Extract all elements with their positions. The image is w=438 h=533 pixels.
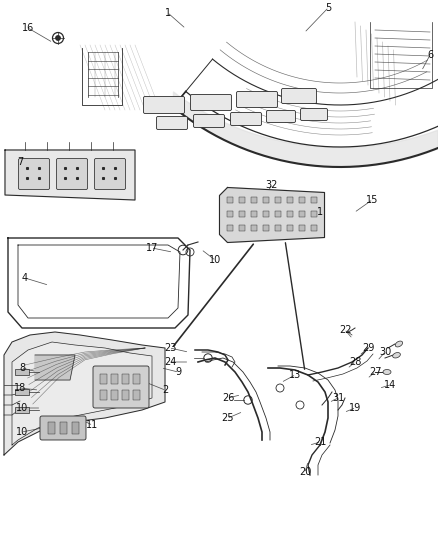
Circle shape xyxy=(56,36,60,40)
Bar xyxy=(227,197,233,203)
FancyBboxPatch shape xyxy=(230,112,261,125)
Text: 5: 5 xyxy=(325,3,331,13)
Bar xyxy=(239,211,245,217)
Bar xyxy=(111,390,118,400)
Text: 22: 22 xyxy=(339,325,351,335)
FancyBboxPatch shape xyxy=(144,96,184,114)
Bar xyxy=(239,197,245,203)
Bar xyxy=(111,374,118,384)
Polygon shape xyxy=(219,188,325,243)
Bar xyxy=(72,422,79,434)
Bar xyxy=(15,407,29,413)
Text: 24: 24 xyxy=(164,357,176,367)
Polygon shape xyxy=(4,332,165,455)
Polygon shape xyxy=(5,150,135,200)
Polygon shape xyxy=(35,355,75,380)
Polygon shape xyxy=(12,342,152,445)
Bar xyxy=(227,211,233,217)
Bar xyxy=(60,422,67,434)
Bar xyxy=(311,211,317,217)
Bar xyxy=(263,211,269,217)
Bar xyxy=(287,225,293,231)
FancyBboxPatch shape xyxy=(191,94,232,110)
Text: 10: 10 xyxy=(16,427,28,437)
Bar xyxy=(287,211,293,217)
Bar xyxy=(15,369,29,375)
Bar xyxy=(122,374,129,384)
FancyBboxPatch shape xyxy=(194,115,225,127)
Bar xyxy=(299,197,305,203)
Ellipse shape xyxy=(383,369,391,375)
Text: 9: 9 xyxy=(175,367,181,377)
Text: 25: 25 xyxy=(222,413,234,423)
Text: 20: 20 xyxy=(299,467,311,477)
Text: 26: 26 xyxy=(222,393,234,403)
Bar xyxy=(275,197,281,203)
FancyBboxPatch shape xyxy=(300,109,328,120)
Bar xyxy=(299,225,305,231)
Bar xyxy=(133,390,140,400)
Text: 1: 1 xyxy=(317,207,323,217)
Text: 2: 2 xyxy=(162,385,168,395)
Text: 1: 1 xyxy=(165,8,171,18)
Text: 31: 31 xyxy=(332,393,344,403)
FancyBboxPatch shape xyxy=(156,117,187,130)
Text: 27: 27 xyxy=(369,367,381,377)
Text: 28: 28 xyxy=(349,357,361,367)
Text: 23: 23 xyxy=(164,343,176,353)
Bar xyxy=(275,225,281,231)
Text: 4: 4 xyxy=(22,273,28,283)
Text: 10: 10 xyxy=(16,403,28,413)
Bar xyxy=(251,211,257,217)
Text: 29: 29 xyxy=(362,343,374,353)
Text: 8: 8 xyxy=(19,363,25,373)
Bar xyxy=(263,225,269,231)
Bar xyxy=(263,197,269,203)
FancyBboxPatch shape xyxy=(57,158,88,190)
Bar xyxy=(122,390,129,400)
FancyBboxPatch shape xyxy=(266,110,296,123)
FancyBboxPatch shape xyxy=(18,158,49,190)
Bar xyxy=(311,197,317,203)
Text: 19: 19 xyxy=(349,403,361,413)
Bar xyxy=(251,197,257,203)
Text: 6: 6 xyxy=(427,50,433,60)
Bar xyxy=(239,225,245,231)
Text: 13: 13 xyxy=(289,370,301,380)
Bar xyxy=(48,422,55,434)
Text: 14: 14 xyxy=(384,380,396,390)
Text: 32: 32 xyxy=(266,180,278,190)
FancyBboxPatch shape xyxy=(237,92,278,108)
Bar xyxy=(287,197,293,203)
Bar xyxy=(227,225,233,231)
FancyBboxPatch shape xyxy=(95,158,126,190)
Bar xyxy=(299,211,305,217)
Bar xyxy=(15,389,29,395)
Bar xyxy=(100,390,107,400)
Text: 11: 11 xyxy=(86,420,98,430)
Bar xyxy=(251,225,257,231)
FancyBboxPatch shape xyxy=(93,366,149,408)
Text: 10: 10 xyxy=(209,255,221,265)
Bar xyxy=(311,225,317,231)
Text: 18: 18 xyxy=(14,383,26,393)
Text: 7: 7 xyxy=(17,157,23,167)
Bar xyxy=(100,374,107,384)
Ellipse shape xyxy=(392,352,400,358)
Text: 21: 21 xyxy=(314,437,326,447)
FancyBboxPatch shape xyxy=(40,416,86,440)
Text: 30: 30 xyxy=(379,347,391,357)
Ellipse shape xyxy=(395,341,403,347)
FancyBboxPatch shape xyxy=(282,88,317,103)
Text: 15: 15 xyxy=(366,195,378,205)
Text: 17: 17 xyxy=(146,243,158,253)
Text: 16: 16 xyxy=(22,23,34,33)
Bar xyxy=(275,211,281,217)
Bar xyxy=(133,374,140,384)
